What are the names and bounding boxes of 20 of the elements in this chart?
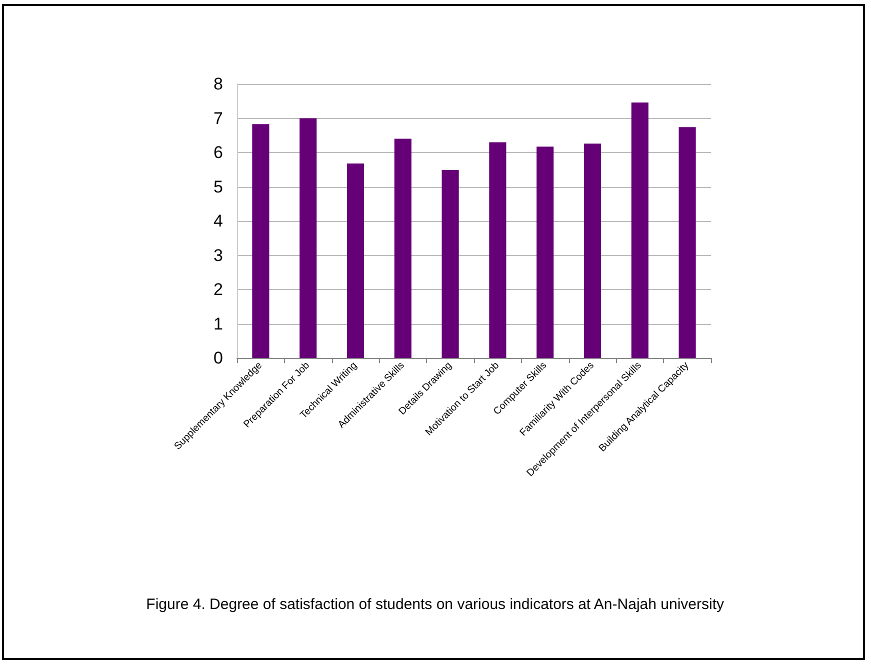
bar [678,127,696,358]
bar [584,144,602,358]
y-tick-label: 7 [214,108,223,128]
bar [536,146,554,358]
y-tick-label: 0 [214,348,223,368]
caption: Figure 4. Degree of satisfaction of students on various indicators at An-Najah university [146,596,724,613]
bar [252,124,270,358]
y-tick-label: 6 [214,143,223,162]
y-tick-label: 2 [214,280,223,299]
bar [346,163,364,358]
bar [394,138,412,358]
y-tick-label: 8 [214,74,223,94]
bar [489,142,506,358]
bar [442,170,459,358]
bar [631,102,648,358]
y-tick-label: 4 [214,212,223,230]
y-tick-label: 3 [214,246,223,265]
bar [300,118,317,358]
y-tick-label: 5 [214,177,223,196]
y-tick-label: 1 [214,314,223,334]
